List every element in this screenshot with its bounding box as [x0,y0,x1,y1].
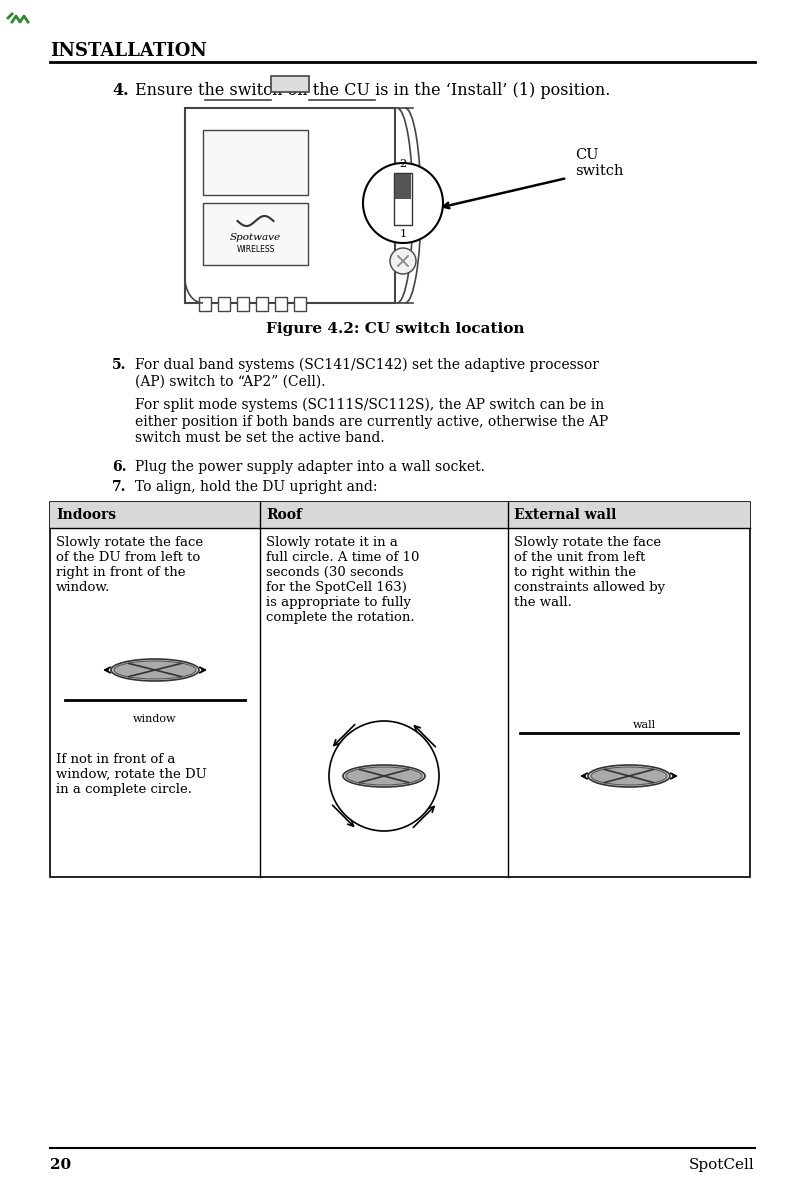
Bar [294,297,306,310]
Text: wall: wall [633,720,656,730]
Ellipse shape [114,661,196,679]
Bar [275,297,287,310]
Ellipse shape [346,767,422,784]
Text: Ensure the switch on the CU is in the ‘Install’ (1) position.: Ensure the switch on the CU is in the ‘I… [135,82,611,100]
Bar [218,297,230,310]
Text: Slowly rotate the face
of the DU from left to
right in front of the
window.: Slowly rotate the face of the DU from le… [56,536,203,594]
Text: 4.: 4. [112,82,129,100]
Text: window: window [133,715,176,724]
Text: Slowly rotate it in a
full circle. A time of 10
seconds (30 seconds
for the Spot: Slowly rotate it in a full circle. A tim… [266,536,419,624]
Text: 5.: 5. [112,358,127,372]
Text: 6.: 6. [112,460,127,474]
Bar [237,297,249,310]
Text: CU
switch: CU switch [575,148,623,178]
Bar [203,130,308,196]
Text: External wall: External wall [514,508,616,523]
Text: For split mode systems (SC111S/SC112S), the AP switch can be in
either position : For split mode systems (SC111S/SC112S), … [135,398,608,444]
Text: Figure 4.2: CU switch location: Figure 4.2: CU switch location [266,322,524,337]
Ellipse shape [111,659,199,681]
Text: Roof: Roof [266,508,302,523]
Bar [50,502,750,529]
Text: If not in front of a
window, rotate the DU
in a complete circle.: If not in front of a window, rotate the … [56,752,207,796]
Circle shape [390,248,416,274]
Text: SpotCell: SpotCell [689,1158,755,1172]
Ellipse shape [588,766,670,787]
Bar [395,174,411,199]
Bar [199,297,211,310]
Text: WIRELESS: WIRELESS [237,244,274,254]
Bar [185,108,395,303]
Text: To align, hold the DU upright and:: To align, hold the DU upright and: [135,480,377,494]
Ellipse shape [343,766,425,787]
Bar [394,173,412,225]
Text: 1: 1 [399,229,407,239]
Text: Slowly rotate the face
of the unit from left
to right within the
constraints all: Slowly rotate the face of the unit from … [514,536,665,609]
Bar [203,203,308,265]
Text: Indoors: Indoors [56,508,116,523]
Ellipse shape [591,767,667,784]
Text: Spotwave: Spotwave [230,232,281,242]
Text: Plug the power supply adapter into a wall socket.: Plug the power supply adapter into a wal… [135,460,485,474]
Text: 20: 20 [50,1158,71,1172]
Text: 7.: 7. [112,480,127,494]
Circle shape [329,720,439,831]
Text: For dual band systems (SC141/SC142) set the adaptive processor
(AP) switch to “A: For dual band systems (SC141/SC142) set … [135,358,599,389]
Circle shape [363,164,443,243]
Bar [271,76,309,92]
Bar [256,297,268,310]
Bar [50,502,750,877]
Text: 2: 2 [399,159,407,169]
Text: INSTALLATION: INSTALLATION [50,41,207,60]
